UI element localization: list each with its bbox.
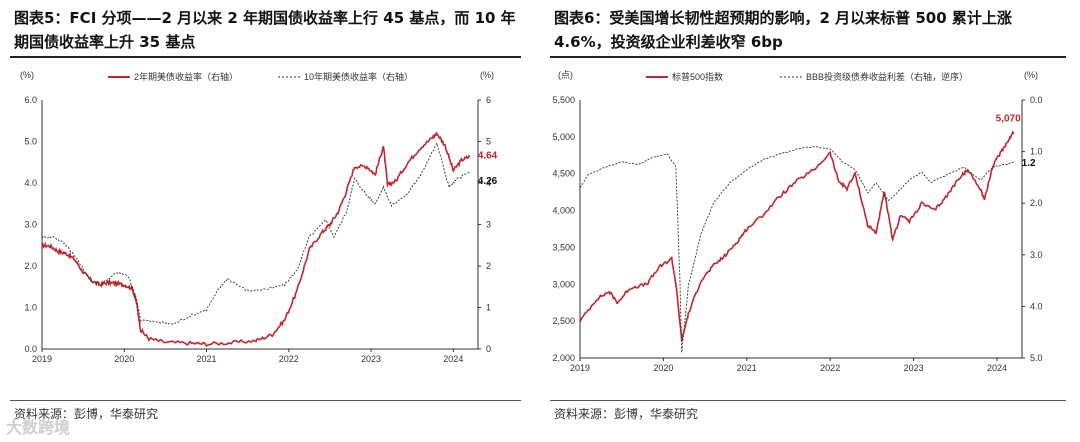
legend-label: BBB投资级债券收益利差（右轴，逆序） bbox=[806, 71, 968, 82]
source-rule bbox=[10, 400, 521, 401]
y-tick-label-left: 1.0 bbox=[24, 303, 37, 313]
y-tick-label-left: 4,000 bbox=[552, 206, 575, 216]
x-tick-label: 2020 bbox=[114, 354, 134, 364]
x-tick-label: 2021 bbox=[737, 363, 757, 373]
y-tick-label-left: 2.0 bbox=[24, 261, 37, 271]
series-line bbox=[42, 132, 471, 347]
source-rule bbox=[550, 400, 1066, 401]
y-tick-label-left: 3,500 bbox=[552, 242, 575, 252]
y-tick-label-left: 5,000 bbox=[552, 132, 575, 142]
y-tick-label-left: 4.0 bbox=[24, 178, 37, 188]
x-tick-label: 2022 bbox=[279, 354, 299, 364]
y-tick-label-right: 5 bbox=[486, 137, 491, 147]
y-tick-label-right: 1 bbox=[486, 303, 491, 313]
x-tick-label: 2023 bbox=[361, 354, 381, 364]
y-tick-label-right: 2.0 bbox=[1030, 198, 1043, 208]
legend-label: 10年期美债收益率（右轴） bbox=[304, 71, 413, 82]
x-tick-label: 2024 bbox=[443, 354, 463, 364]
series-line bbox=[579, 146, 1014, 353]
series-line bbox=[579, 130, 1015, 342]
y-tick-label-left: 4,500 bbox=[552, 169, 575, 179]
chart-title: 图表5：FCI 分项——2 月以来 2 年期国债收益率上行 45 基点，而 10… bbox=[14, 9, 516, 51]
y-tick-label-right: 1.0 bbox=[1030, 147, 1043, 157]
end-value-label: 1.2 bbox=[1022, 158, 1036, 169]
chart-panel-right: 图表6：受美国增长韧性超预期的影响，2 月以来标普 500 累计上涨 4.6%，… bbox=[540, 0, 1070, 442]
y-tick-label-left: 6.0 bbox=[24, 95, 37, 105]
line-chart-right: 2019 2020 2021 2022 2023 2024 5,500 5,000 4,500 4… bbox=[552, 70, 1043, 373]
right-unit-label: (%) bbox=[1024, 70, 1038, 80]
x-tick-label: 2019 bbox=[570, 363, 590, 373]
line-chart-left: 2019 2020 2021 2022 2023 2024 6.0 5.0 4.0 3.0 2.0 1… bbox=[20, 70, 498, 364]
y-tick-label-right: 0 bbox=[486, 344, 491, 354]
y-tick-label-right: 0.0 bbox=[1030, 95, 1043, 105]
y-tick-label-right: 4.0 bbox=[1030, 301, 1043, 311]
series-line bbox=[41, 141, 470, 325]
chart-title: 图表6：受美国增长韧性超预期的影响，2 月以来标普 500 累计上涨 4.6%，… bbox=[554, 9, 1012, 51]
title-rule bbox=[10, 56, 521, 58]
y-tick-label-left: 5.0 bbox=[24, 137, 37, 147]
x-tick-label: 2023 bbox=[904, 363, 924, 373]
source-note: 资料来源：彭博，华泰研究 bbox=[554, 407, 699, 421]
y-tick-label-left: 3.0 bbox=[24, 220, 37, 230]
chart-panel-left: 图表5：FCI 分项——2 月以来 2 年期国债收益率上行 45 基点，而 10… bbox=[0, 0, 525, 442]
x-tick-label: 2020 bbox=[653, 363, 673, 373]
source-note: 资料来源：彭博，华泰研究 bbox=[14, 407, 159, 421]
left-unit-label: (点) bbox=[558, 70, 573, 80]
end-value-label: 4.26 bbox=[478, 176, 498, 187]
end-value-label: 5,070 bbox=[996, 114, 1021, 125]
legend-label: 2年期美债收益率（右轴） bbox=[134, 71, 238, 82]
right-unit-label: (%) bbox=[480, 70, 494, 80]
y-tick-label-left: 0.0 bbox=[24, 344, 37, 354]
y-tick-label-right: 6 bbox=[486, 95, 491, 105]
end-value-label: 4.64 bbox=[478, 150, 498, 161]
y-tick-label-right: 5.0 bbox=[1030, 353, 1043, 363]
y-tick-label-left: 5,500 bbox=[552, 95, 575, 105]
x-tick-label: 2024 bbox=[987, 363, 1007, 373]
y-tick-label-right: 3 bbox=[486, 220, 491, 230]
legend-label: 标普500指数 bbox=[672, 71, 723, 82]
x-tick-label: 2019 bbox=[32, 354, 52, 364]
y-tick-label-left: 3,000 bbox=[552, 279, 575, 289]
y-tick-label-left: 2,500 bbox=[552, 316, 575, 326]
watermark-text: 大数跨境 bbox=[6, 418, 71, 437]
y-tick-label-left: 2,000 bbox=[552, 353, 575, 363]
left-unit-label: (%) bbox=[20, 70, 34, 80]
y-tick-label-right: 3.0 bbox=[1030, 250, 1043, 260]
y-tick-label-right: 2 bbox=[486, 261, 491, 271]
y-tick-label-right: 4 bbox=[486, 178, 491, 188]
title-rule bbox=[550, 56, 1066, 58]
x-tick-label: 2022 bbox=[820, 363, 840, 373]
x-tick-label: 2021 bbox=[197, 354, 217, 364]
